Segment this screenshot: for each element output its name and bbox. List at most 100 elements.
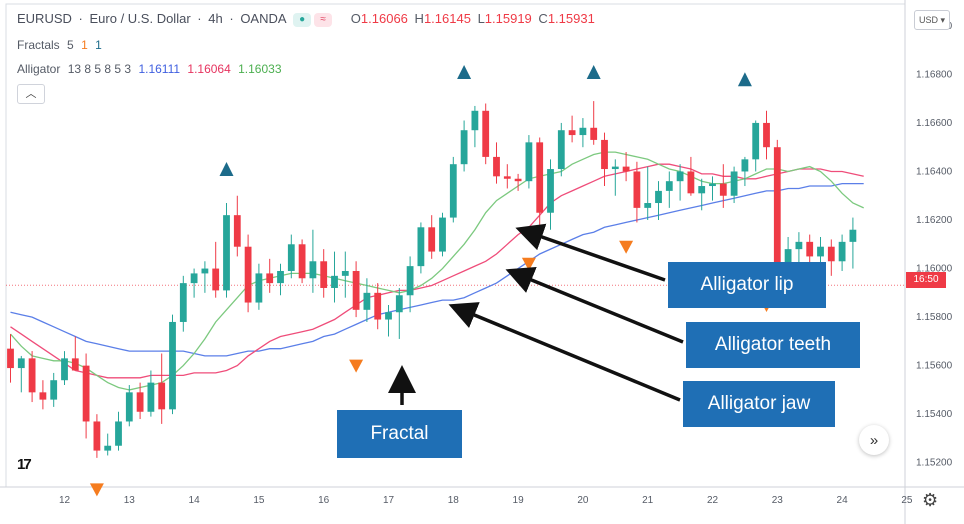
interval-label[interactable]: 4h bbox=[208, 11, 223, 26]
candle-body bbox=[395, 295, 403, 313]
high-value: 1.16145 bbox=[423, 11, 471, 26]
low-label: L bbox=[477, 11, 485, 26]
candle-body bbox=[158, 382, 166, 410]
candle-body bbox=[827, 246, 835, 262]
candle-body bbox=[201, 268, 209, 274]
candle-body bbox=[298, 244, 306, 279]
fractal-down-marker bbox=[521, 257, 536, 271]
header-separator: · bbox=[78, 11, 83, 26]
waves-icon[interactable]: ≈ bbox=[314, 12, 333, 27]
fractals-period: 5 bbox=[67, 38, 74, 52]
candle-body bbox=[61, 358, 68, 381]
fractal-up-marker bbox=[586, 64, 601, 79]
alligator-jaw-line bbox=[10, 182, 864, 357]
candle-body bbox=[136, 392, 144, 412]
candle-body bbox=[503, 176, 511, 179]
candle-body bbox=[644, 203, 652, 208]
candle-body bbox=[525, 142, 533, 182]
candle-body bbox=[406, 266, 414, 296]
candle-body bbox=[190, 273, 198, 284]
low-value: 1.15919 bbox=[484, 11, 532, 26]
fractal-up-marker bbox=[737, 72, 752, 87]
fractal-up-marker bbox=[457, 64, 472, 79]
open-value: 1.16066 bbox=[360, 11, 408, 26]
fractals-value-2: 1 bbox=[95, 38, 102, 52]
candle-body bbox=[93, 421, 101, 451]
callout-alligator-lip: Alligator lip bbox=[668, 262, 826, 308]
candle-body bbox=[665, 181, 673, 191]
fractals-legend[interactable]: Fractals 5 1 1 bbox=[17, 38, 106, 52]
candle-body bbox=[277, 270, 284, 284]
candle-body bbox=[806, 241, 814, 257]
candle-body bbox=[331, 275, 338, 288]
x-tick-label: 19 bbox=[513, 495, 525, 506]
fractal-down-marker bbox=[349, 359, 364, 373]
scroll-to-realtime-button[interactable]: » bbox=[859, 425, 889, 455]
candle-body bbox=[428, 227, 436, 252]
fractals-value-1: 1 bbox=[81, 38, 88, 52]
fractal-down-marker bbox=[619, 240, 634, 254]
x-tick-label: 15 bbox=[253, 495, 265, 506]
candle-body bbox=[676, 171, 684, 182]
candle-body bbox=[622, 166, 630, 172]
y-tick-label: 1.16800 bbox=[916, 69, 953, 80]
ohlc-readout: O1.16066 H1.16145 L1.15919 C1.15931 bbox=[351, 11, 598, 26]
candle-body bbox=[82, 365, 90, 422]
x-tick-label: 22 bbox=[707, 495, 719, 506]
teeth-arrow bbox=[505, 266, 684, 344]
currency-select[interactable]: USD ▾ bbox=[914, 10, 950, 30]
alligator-legend[interactable]: Alligator 13 8 5 8 5 3 1.16111 1.16064 1… bbox=[17, 62, 286, 76]
current-price-tag: 16:50 bbox=[906, 272, 946, 288]
fractals-label: Fractals bbox=[17, 38, 60, 52]
y-tick-label: 1.15400 bbox=[916, 409, 953, 420]
x-tick-label: 14 bbox=[189, 495, 201, 506]
candle-body bbox=[568, 130, 576, 136]
candle-body bbox=[320, 261, 328, 288]
candle-body bbox=[212, 268, 220, 291]
fractal-down-marker bbox=[89, 483, 104, 497]
candle-body bbox=[493, 156, 500, 177]
status-dot-icon[interactable]: ● bbox=[293, 12, 312, 27]
y-tick-label: 1.15200 bbox=[916, 458, 953, 469]
double-chevron-right-icon: » bbox=[869, 431, 879, 449]
currency-select-label: USD bbox=[918, 15, 938, 25]
symbol-header: EURUSD · Euro / U.S. Dollar · 4h · OANDA… bbox=[17, 11, 601, 27]
tradingview-logo-icon[interactable]: 17 bbox=[17, 456, 32, 473]
open-label: O bbox=[350, 11, 361, 26]
alligator-params: 13 8 5 8 5 3 bbox=[67, 62, 132, 76]
fractal-up-marker bbox=[219, 162, 234, 177]
candle-body bbox=[730, 171, 738, 196]
candle-body bbox=[471, 110, 479, 131]
gear-icon[interactable]: ⚙ bbox=[922, 490, 939, 510]
chevron-down-icon: ▾ bbox=[940, 15, 946, 25]
candle-body bbox=[536, 142, 544, 213]
callout-fractal: Fractal bbox=[337, 410, 462, 458]
candle-body bbox=[244, 246, 252, 303]
close-label: C bbox=[538, 11, 548, 26]
candle-body bbox=[547, 169, 554, 213]
x-tick-label: 18 bbox=[448, 495, 460, 506]
candle-body bbox=[838, 241, 846, 262]
candle-body bbox=[460, 130, 468, 165]
symbol-code[interactable]: EURUSD bbox=[17, 11, 72, 26]
collapse-legend-button[interactable]: ︿ bbox=[17, 84, 45, 104]
symbol-name: Euro / U.S. Dollar bbox=[89, 11, 191, 26]
y-tick-label: 1.16200 bbox=[916, 215, 953, 226]
candle-body bbox=[611, 166, 619, 170]
candle-body bbox=[341, 270, 349, 276]
candle-body bbox=[698, 186, 706, 194]
jaw-arrow bbox=[448, 302, 681, 402]
y-tick-label: 1.15800 bbox=[916, 312, 953, 323]
callout-alligator-jaw: Alligator jaw bbox=[683, 381, 835, 427]
x-tick-label: 16 bbox=[318, 495, 330, 506]
candle-body bbox=[601, 139, 608, 170]
candle-body bbox=[741, 159, 749, 172]
x-tick-label: 20 bbox=[577, 495, 589, 506]
candle-body bbox=[17, 358, 25, 369]
x-tick-label: 13 bbox=[124, 495, 136, 506]
candle-body bbox=[115, 421, 122, 446]
y-tick-label: 1.16000 bbox=[916, 264, 953, 275]
candle-body bbox=[71, 358, 79, 371]
candle-body bbox=[287, 244, 295, 271]
